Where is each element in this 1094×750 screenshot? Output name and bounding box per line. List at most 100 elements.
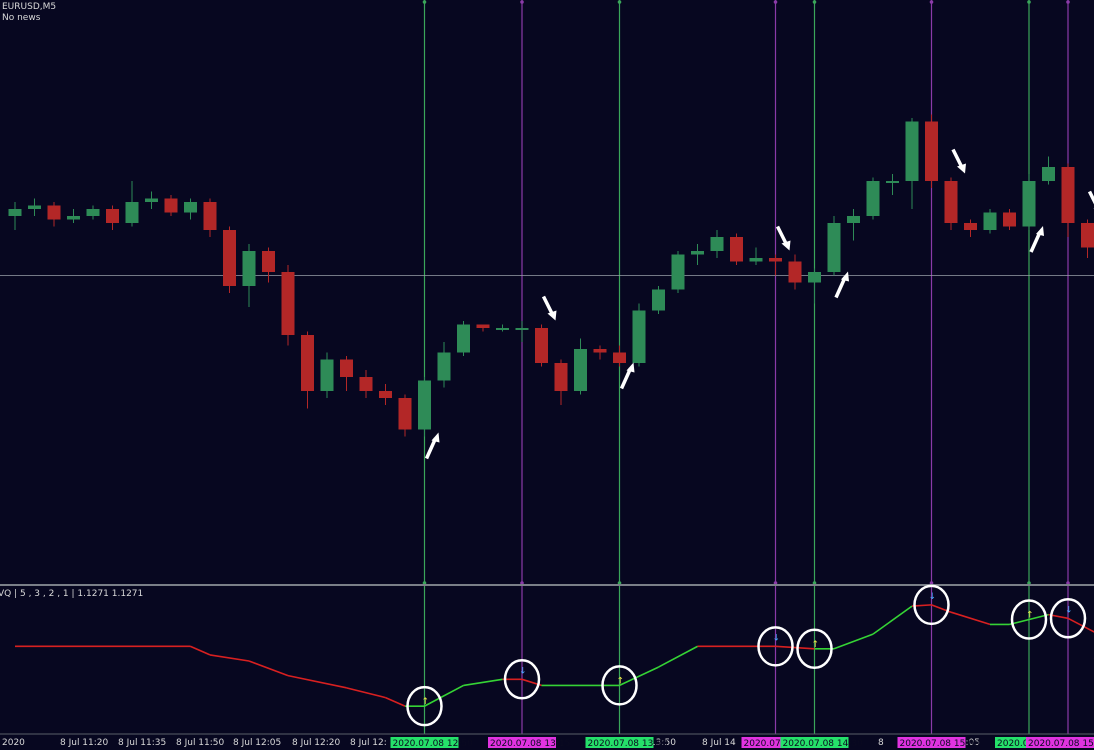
symbol-label: EURUSD,M5 [2, 2, 56, 12]
arrow-down-icon [1087, 190, 1094, 205]
vq-segment [619, 666, 659, 687]
vq-segment [424, 684, 464, 707]
candle-body [632, 310, 646, 363]
annotation-arrows [424, 148, 1094, 460]
time-flag [897, 737, 966, 748]
time-label: 8 Jul 11:35 [118, 738, 166, 748]
candle-body [1061, 167, 1075, 223]
vq-segment [287, 674, 347, 689]
signal-line-top-dot [617, 0, 622, 4]
vq-segment [1067, 617, 1094, 633]
candle-body [145, 198, 158, 202]
candle-body [847, 216, 860, 223]
arrow-down-icon [951, 148, 964, 169]
candle-body [496, 328, 509, 330]
highlight-circle [796, 628, 833, 670]
time-flag-label: 2020.07.08 13:15 [490, 739, 570, 749]
candle-body [1081, 223, 1094, 248]
time-flag-label: 2020.07.08 15:00 [900, 739, 981, 749]
vq-segment [463, 678, 503, 687]
vq-sell-marker-icon: ↓ [1065, 605, 1073, 615]
vq-segment [872, 605, 913, 635]
candle-body [379, 391, 392, 398]
arrowhead [781, 240, 791, 251]
candle-body [886, 181, 899, 183]
vq-sell-marker-icon: ↓ [929, 592, 937, 602]
candle-body [262, 251, 275, 272]
candle-body [203, 202, 217, 230]
candle-body [398, 398, 412, 430]
signal-line-top-dot [1066, 0, 1070, 4]
candle-body [301, 335, 314, 391]
candle-body [223, 230, 236, 286]
time-label: 8 Jul 12:05 [233, 738, 281, 748]
candle-body [1022, 181, 1036, 227]
signal-line-panel-dot [617, 581, 622, 585]
candle-body [281, 272, 295, 335]
signal-line-top-dot [812, 0, 817, 4]
vq-segment [385, 696, 406, 707]
candle-body [28, 205, 41, 209]
highlight-circle [1049, 598, 1087, 639]
vq-segment [950, 611, 991, 626]
arrow-down-icon [541, 295, 555, 316]
signal-line-top-dot [773, 0, 778, 4]
candle-body [710, 237, 724, 251]
time-flag-label: 2020.07.08 13:40 [588, 739, 669, 749]
highlight-circle [757, 626, 794, 667]
time-label: 8 [878, 738, 884, 748]
candle-body [535, 328, 548, 363]
candle-body [242, 251, 256, 286]
candle-body [593, 349, 607, 353]
signal-line-panel-dot [422, 581, 427, 585]
vq-buy-marker-icon: ↑ [422, 697, 430, 707]
candle-body [769, 258, 782, 262]
candle-body [925, 121, 938, 181]
signal-line-panel-dot [520, 581, 524, 585]
candle-body [106, 209, 119, 223]
vq-buy-marker-icon: ↑ [812, 640, 820, 650]
time-flags: 2020.07.08 12:50 2020.07.08 13:15 2020.07.… [390, 737, 1094, 749]
arrowhead [1036, 226, 1044, 236]
signal-line-top-dot [1027, 0, 1031, 4]
time-flag [741, 737, 810, 748]
vq-segment [209, 654, 250, 662]
candle-body [320, 359, 334, 391]
candle-body [613, 352, 626, 363]
time-label: 15:05 [954, 738, 980, 748]
signal-line-top-dot [929, 0, 934, 4]
candle-body [86, 209, 100, 216]
vq-segment [658, 645, 698, 668]
vq-segment [248, 660, 289, 677]
candle-body [457, 324, 470, 353]
candle-body [8, 209, 22, 216]
signal-line-panel-dot [773, 581, 778, 585]
vq-signal-markers: ↑ ↓ ↑ ↓ ↑ ↓ ↑ ↓ [422, 592, 1073, 707]
vq-segment [1009, 613, 1049, 626]
indicator-label: VQ | 5 , 3 , 2 , 1 | 1.1271 1.1271 [0, 589, 143, 599]
time-label: 13:50 [650, 738, 676, 748]
signal-line-top-dot [422, 0, 427, 4]
candle-body [515, 328, 529, 330]
candle-body [476, 324, 490, 328]
signal-line-panel-dot [1066, 581, 1070, 585]
candle-body [749, 258, 763, 262]
time-flag [390, 737, 459, 748]
time-flag-label: 2020.07.08 12:50 [393, 739, 474, 749]
arrowhead [626, 362, 635, 373]
time-flag [1026, 737, 1094, 748]
signal-line-panel-dot [929, 581, 934, 585]
arrow-up-icon [424, 437, 438, 460]
time-label: 8 Jul 12: [350, 738, 387, 748]
candle-body [983, 212, 997, 230]
candle-body [164, 198, 178, 213]
candle-body [67, 216, 80, 220]
time-flag [488, 737, 556, 748]
vq-segment [775, 645, 815, 650]
candle-body [1042, 167, 1055, 181]
candle-body [788, 261, 802, 283]
arrow-up-icon [1029, 231, 1042, 253]
candle-body [866, 181, 880, 216]
candlesticks [8, 114, 1094, 437]
